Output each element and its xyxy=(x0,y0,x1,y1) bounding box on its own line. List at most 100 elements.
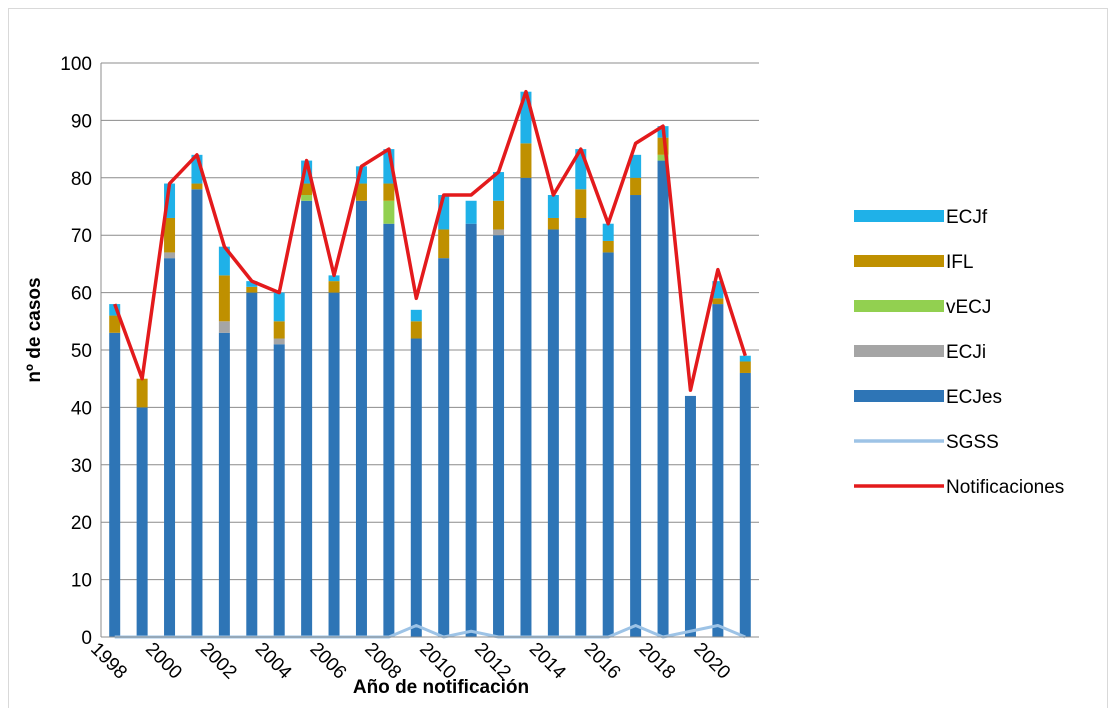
bar-segment-ecjes xyxy=(273,344,285,637)
bar-segment-ifl xyxy=(493,200,505,230)
bar-segment-ecjf xyxy=(493,172,505,201)
legend-swatch-ecjes xyxy=(854,390,944,402)
bar-segment-ecjes xyxy=(438,258,450,637)
series-line-sgss xyxy=(114,624,746,639)
y-tick-label: 10 xyxy=(71,571,92,592)
legend: ECJf IFL vECJ ECJi ECJes SGSS Notificaciones xyxy=(854,207,1064,498)
bar-segment-ifl xyxy=(602,240,614,253)
bar-segment-ecjf xyxy=(438,195,450,230)
bar-segment-ecjes xyxy=(355,200,367,637)
x-tick-label: 1998 xyxy=(86,639,131,684)
bar-segment-ecjes xyxy=(109,332,121,637)
bar-segment-ifl xyxy=(164,217,176,253)
bar-segment-ecjf xyxy=(246,281,258,287)
bar-segment-ifl xyxy=(410,321,422,339)
bar-segment-ecjes xyxy=(493,235,505,637)
x-axis-title: Año de notificación xyxy=(353,677,529,698)
x-tick-label: 2018 xyxy=(635,639,680,684)
bar-segment-ecjf xyxy=(410,309,422,322)
x-tick-label: 2014 xyxy=(525,639,570,684)
bar-segment-ecji xyxy=(273,338,285,345)
bar-segment-ifl xyxy=(109,315,121,333)
bar-segment-vecj xyxy=(301,195,313,201)
y-tick-label: 50 xyxy=(71,341,92,362)
bar-segment-ifl xyxy=(328,281,340,293)
bar-segment-ecjes xyxy=(383,223,395,637)
bar-segment-ecjes xyxy=(575,217,587,638)
bar-segment-ifl xyxy=(218,275,230,322)
legend-swatch-ecjf xyxy=(854,210,944,222)
bar-segment-ecjf xyxy=(739,355,751,362)
y-tick-label: 80 xyxy=(71,169,92,190)
bar-segment-ecji xyxy=(493,229,505,236)
bar-segment-ecjes xyxy=(547,229,559,637)
bar-segment-ecjes xyxy=(136,407,148,637)
bar-segment-ecjes xyxy=(739,372,751,637)
bar-segment-ifl xyxy=(657,137,669,155)
x-tick-label: 2002 xyxy=(196,639,241,684)
y-tick-label: 70 xyxy=(71,226,92,247)
bar-segment-ecjf xyxy=(465,200,477,224)
y-tick-label: 0 xyxy=(81,628,92,649)
bar-segment-ecjf xyxy=(355,166,367,184)
legend-label: Notificaciones xyxy=(946,477,1064,498)
legend-label: ECJf xyxy=(946,207,988,228)
y-tick-label: 20 xyxy=(71,513,92,534)
bar-segment-ifl xyxy=(575,189,587,218)
bar-segment-ecjf xyxy=(109,304,121,316)
bar-segment-ifl xyxy=(520,143,532,178)
bar-segment-ecjf xyxy=(218,246,230,276)
y-tick-label: 100 xyxy=(60,54,92,75)
bar-segment-ifl xyxy=(739,361,751,373)
bar-segment-ecjes xyxy=(218,332,230,637)
bar-segment-ecjf xyxy=(273,292,285,322)
y-tick-label: 30 xyxy=(71,456,92,477)
bar-segment-ifl xyxy=(136,378,148,408)
bar-segment-ecjf xyxy=(328,275,340,282)
legend-label: SGSS xyxy=(946,432,999,453)
chart-frame xyxy=(8,8,1108,708)
bar-segment-ifl xyxy=(438,229,450,259)
bar-segment-vecj xyxy=(657,154,669,161)
bar-segment-ecjes xyxy=(301,200,313,637)
x-tick-label: 2000 xyxy=(141,639,186,684)
bar-segment-ifl xyxy=(273,321,285,339)
legend-swatch-ifl xyxy=(854,255,944,267)
axes xyxy=(100,63,759,638)
bar-segment-ifl xyxy=(630,177,642,196)
legend-label: IFL xyxy=(946,252,973,273)
bar-segment-ecjes xyxy=(630,195,642,637)
legend-swatch-ecji xyxy=(854,345,944,357)
bar-segment-ecjes xyxy=(602,252,614,638)
bar-segment-ecjes xyxy=(520,177,532,638)
bar-segment-ecjes xyxy=(684,395,696,637)
bar-segment-ecjf xyxy=(164,183,176,218)
legend-label: vECJ xyxy=(946,297,991,318)
series-lines xyxy=(113,89,747,639)
bar-segment-ecjf xyxy=(191,154,203,184)
x-tick-label: 2020 xyxy=(689,639,734,684)
legend-label: ECJes xyxy=(946,387,1002,408)
legend-swatch-vecj xyxy=(854,300,944,312)
bar-segment-ecjf xyxy=(630,154,642,178)
bar-segment-ecjf xyxy=(301,160,313,184)
bar-segment-vecj xyxy=(383,200,395,224)
bar-segment-ecjf xyxy=(383,149,395,184)
bar-segment-ifl xyxy=(191,183,203,190)
bar-segment-ecjes xyxy=(191,189,203,637)
bar-segment-ifl xyxy=(355,183,367,201)
series-line-notificaciones xyxy=(113,89,747,392)
bar-segment-ecjes xyxy=(164,258,176,637)
bar-segment-ecjf xyxy=(712,281,724,299)
bar-segment-ifl xyxy=(301,183,313,196)
bar-segment-ecjes xyxy=(328,292,340,637)
bar-segment-ecjf xyxy=(575,149,587,190)
bar-segment-ifl xyxy=(246,286,258,293)
y-tick-label: 60 xyxy=(71,284,92,305)
y-tick-label: 40 xyxy=(71,398,92,419)
y-tick-labels: 0 10 20 30 40 50 60 70 80 90 100 xyxy=(60,54,92,649)
bar-segment-ecjes xyxy=(246,292,258,637)
bar-segment-ifl xyxy=(383,183,395,201)
bar-segment-ecjes xyxy=(465,223,477,637)
bar-segment-ecji xyxy=(218,321,230,333)
